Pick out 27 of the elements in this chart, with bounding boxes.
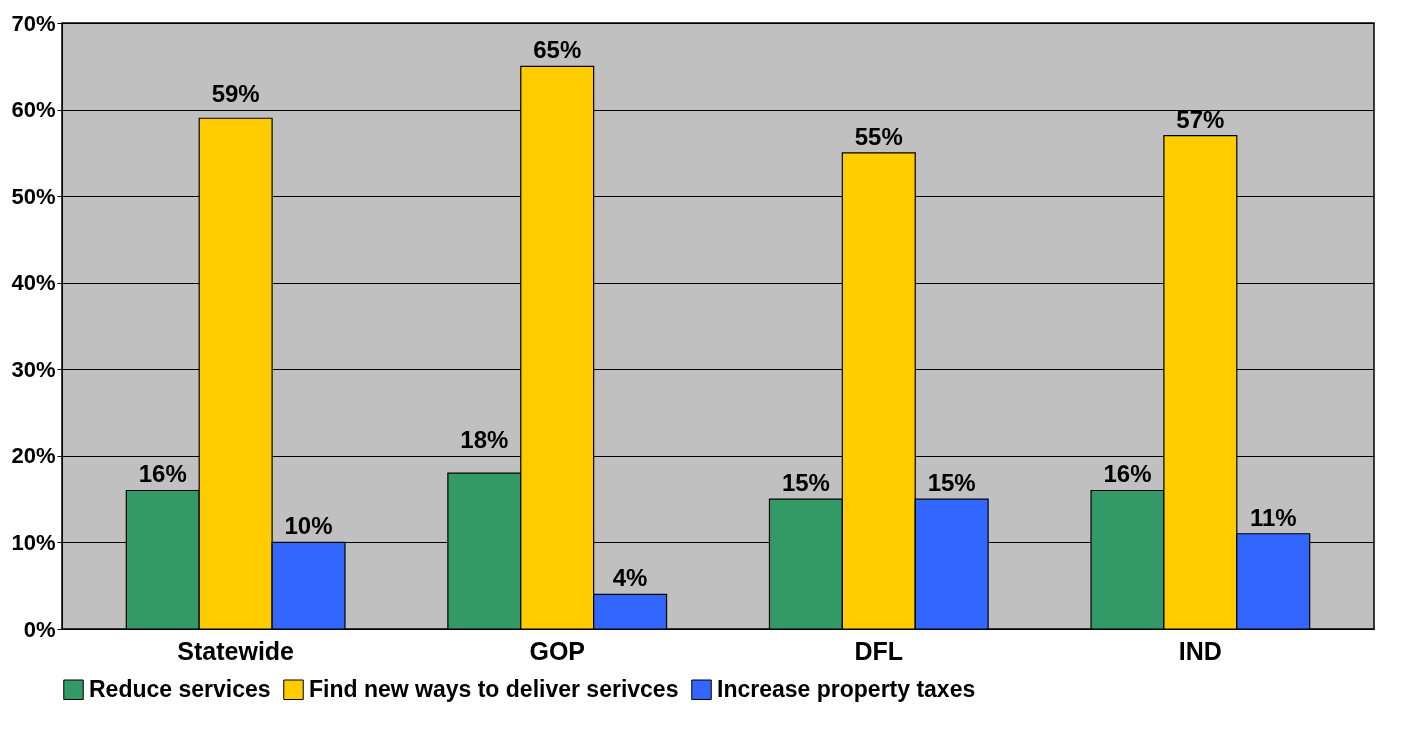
x-tick-label: IND [1178,636,1222,665]
legend-label: Find new ways to deliver serivces [309,675,679,702]
legend-label: Increase property taxes [717,675,976,702]
y-tick-label: 50% [11,183,56,209]
data-label: 55% [854,122,903,150]
legend-label: Reduce services [89,675,271,702]
y-tick-label: 20% [11,443,56,469]
data-label: 16% [1103,460,1152,488]
y-tick-label: 30% [11,356,56,382]
y-tick-label: 10% [11,529,56,555]
data-label: 10% [284,512,333,540]
x-tick-label: Statewide [177,636,295,665]
y-tick-label: 0% [23,616,56,642]
data-label: 11% [1249,503,1297,531]
data-label: 16% [138,460,187,488]
y-tick-label: 70% [11,10,56,36]
data-label: 59% [211,79,260,107]
data-label: 15% [781,469,830,497]
x-tick-label: GOP [529,636,585,665]
data-label: 15% [927,469,976,497]
data-label: 65% [533,36,582,64]
data-label: 4% [612,564,648,592]
data-label: 57% [1176,105,1225,133]
y-tick-label: 60% [11,97,56,123]
data-label: 18% [460,425,509,453]
x-tick-label: DFL [854,636,904,665]
y-tick-label: 40% [11,270,56,296]
